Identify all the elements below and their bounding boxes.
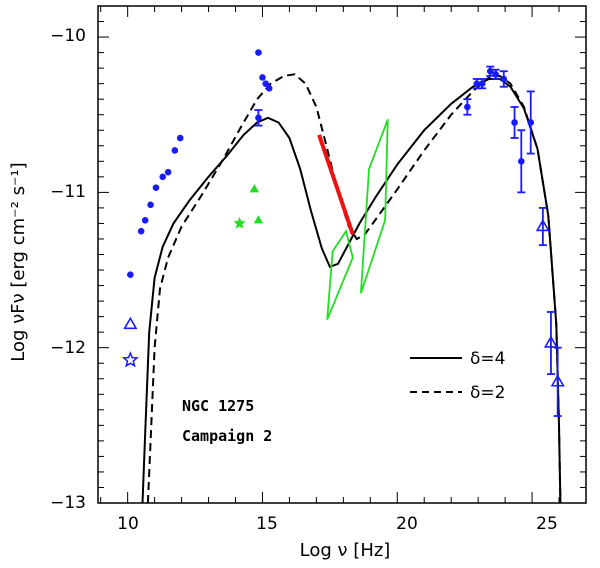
x-tick-label: 10 xyxy=(117,514,139,534)
data-point xyxy=(478,80,486,87)
data-point xyxy=(527,119,535,126)
data-point xyxy=(500,75,508,83)
data-point xyxy=(255,114,262,122)
legend-label-delta4: δ=4 xyxy=(470,349,505,369)
data-point xyxy=(164,168,172,176)
x-axis-label: Log ν [Hz] xyxy=(300,540,391,561)
data-point xyxy=(159,173,167,181)
data-point xyxy=(511,119,518,126)
green-triangle-point xyxy=(249,184,260,193)
model-curve-delta4 xyxy=(141,78,562,503)
annotation-campaign: Campaign 2 xyxy=(182,427,272,445)
y-tick-label: −13 xyxy=(50,493,86,513)
legend-label-delta2: δ=2 xyxy=(470,383,505,403)
model-curve-delta2 xyxy=(146,73,562,503)
data-point xyxy=(127,271,134,278)
data-point xyxy=(147,201,154,209)
y-tick-label: −10 xyxy=(50,26,86,46)
green-triangle-point xyxy=(253,215,264,224)
data-point xyxy=(265,85,273,92)
data-point xyxy=(141,217,149,224)
data-point xyxy=(171,147,179,154)
y-axis-label: Log νFν [erg cm⁻² s⁻¹] xyxy=(8,162,29,361)
data-point xyxy=(176,134,184,142)
data-point xyxy=(262,80,269,87)
x-tick-label: 25 xyxy=(536,514,558,534)
annotation-source: NGC 1275 xyxy=(182,397,254,415)
plot-area xyxy=(97,5,587,504)
xray-butterfly xyxy=(326,229,354,321)
y-tick-label: −11 xyxy=(50,182,86,202)
open-triangle-point xyxy=(123,316,138,330)
data-point xyxy=(137,227,145,235)
data-point xyxy=(517,158,525,165)
data-point xyxy=(473,80,481,87)
y-tick-label: −12 xyxy=(50,338,86,358)
data-point xyxy=(492,71,499,78)
data-point xyxy=(464,103,471,111)
x-tick-label: 15 xyxy=(256,514,278,534)
open-triangle-point xyxy=(543,335,559,348)
open-star-point xyxy=(121,351,139,368)
xray-butterfly xyxy=(360,119,389,294)
open-triangle-point xyxy=(550,374,565,387)
red-spectrum-line xyxy=(317,134,355,235)
open-triangle-point xyxy=(535,218,550,232)
data-point xyxy=(152,184,160,192)
green-star-point xyxy=(233,216,246,229)
x-tick-label: 20 xyxy=(396,514,418,534)
data-point xyxy=(255,49,262,56)
data-point xyxy=(259,74,266,81)
